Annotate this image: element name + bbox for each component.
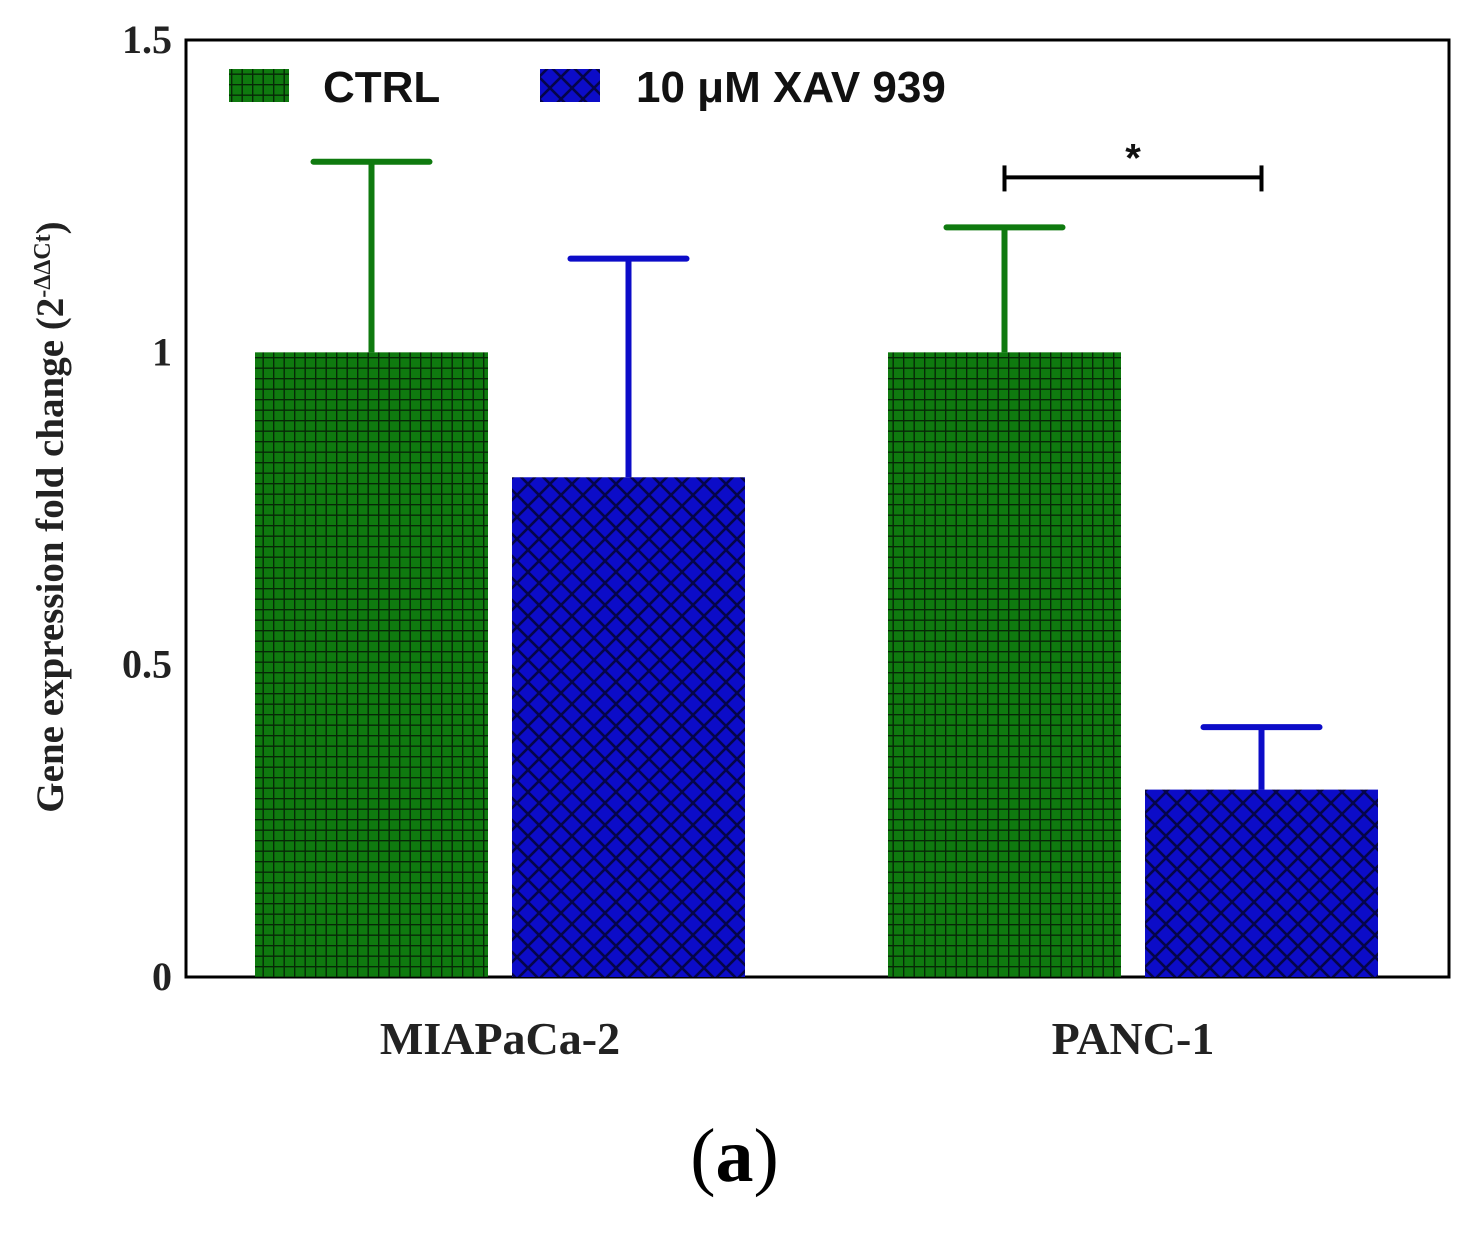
plot-area-frame [184, 38, 1451, 979]
y-tick-label: 1 [152, 329, 172, 374]
y-axis-label-close-paren: ) [29, 221, 72, 234]
y-tick-label: 1.5 [122, 17, 172, 62]
bar-ctrl-miapaca-2 [255, 352, 488, 977]
y-axis-label-open-paren: ( [29, 317, 72, 330]
bar-ctrl-panc-1 [888, 352, 1121, 977]
legend-swatch-ctrl [229, 69, 289, 102]
y-tick-label: 0.5 [122, 642, 172, 687]
x-category-label: PANC-1 [1052, 1013, 1215, 1064]
y-axis-label-text: Gene expression fold change [29, 340, 72, 813]
legend-label-ctrl: CTRL [323, 63, 440, 112]
panel-label-close: ) [753, 1114, 779, 1198]
panel-label-letter: a [715, 1114, 754, 1198]
error-bars [310, 158, 1323, 790]
y-axis-label: Gene expression fold change (2-ΔΔCt) [29, 221, 72, 812]
bar-series [255, 352, 1378, 977]
panel-label-open: ( [690, 1114, 716, 1198]
bar-xav939-panc-1 [1145, 789, 1378, 977]
y-tick-label: 0 [152, 954, 172, 999]
significance-marker: * [1125, 136, 1141, 180]
significance-brackets: * [1002, 136, 1264, 192]
legend: CTRL 10 μM XAV 939 [229, 63, 946, 112]
legend-label-xav939: 10 μM XAV 939 [636, 63, 946, 112]
y-axis-label-exponent: -ΔΔCt [30, 234, 56, 297]
bar-xav939-miapaca-2 [512, 477, 745, 977]
y-axis-ticks: 0 0.5 1 1.5 [122, 17, 172, 999]
x-axis-labels: MIAPaCa-2 PANC-1 [380, 1013, 1214, 1064]
y-axis-label-base: 2 [29, 298, 72, 318]
panel-label: (a) [0, 1118, 1469, 1194]
legend-swatch-xav939 [540, 69, 600, 102]
x-category-label: MIAPaCa-2 [380, 1013, 620, 1064]
